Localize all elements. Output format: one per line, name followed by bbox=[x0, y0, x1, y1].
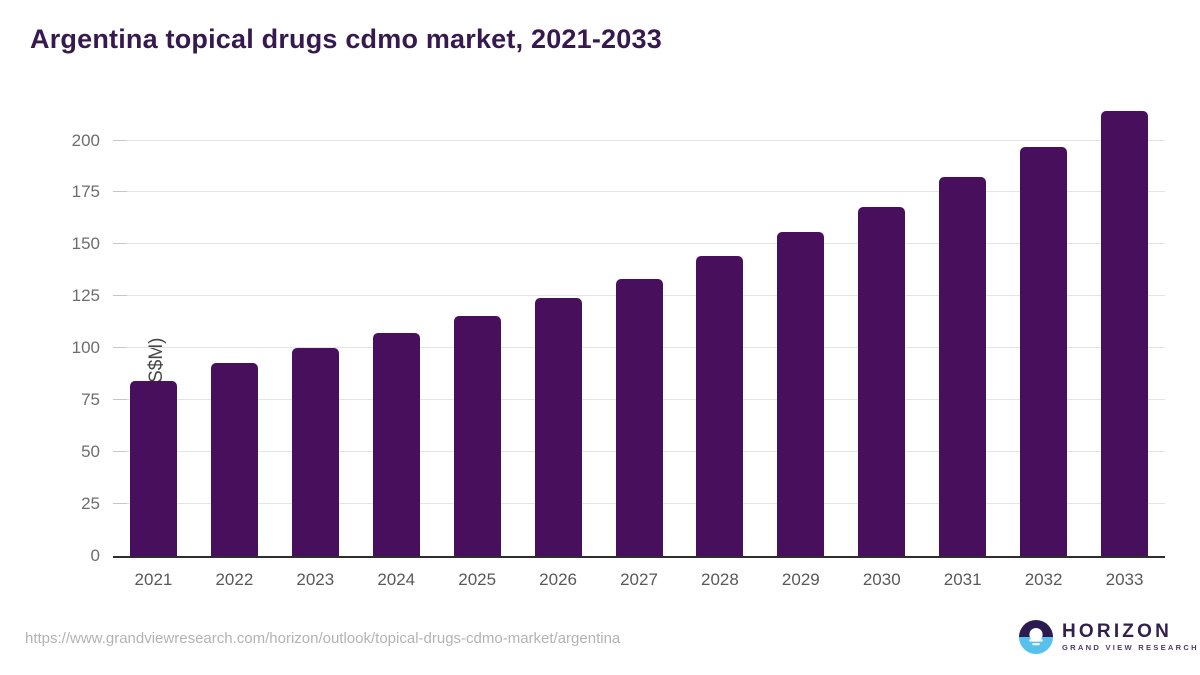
y-tick-label-0: 0 bbox=[90, 546, 100, 565]
y-tick-label-125: 125 bbox=[71, 286, 100, 306]
x-tick-label-2030: 2030 bbox=[862, 570, 901, 589]
y-tick-label-75: 75 bbox=[81, 390, 100, 410]
gridline-y-175 bbox=[113, 191, 1165, 193]
brand-name: HORIZON bbox=[1062, 621, 1173, 642]
bar-2027[interactable] bbox=[615, 278, 663, 556]
bar-2030[interactable] bbox=[858, 206, 906, 556]
logo-text-block: HORIZON GRAND VIEW RESEARCH bbox=[1062, 622, 1199, 652]
horizon-logo-icon bbox=[1019, 620, 1053, 654]
y-tickmark-200 bbox=[113, 139, 127, 141]
bar-2031[interactable] bbox=[939, 177, 987, 556]
y-tick-label-100: 100 bbox=[71, 338, 100, 358]
bar-2032[interactable] bbox=[1020, 146, 1068, 556]
y-tickmark-150 bbox=[113, 243, 127, 245]
x-tick-label-2033: 2033 bbox=[1105, 570, 1144, 589]
plot-area: Market Size (US$M) 025507510012515017520… bbox=[72, 99, 1165, 589]
horizon-logo[interactable]: HORIZON GRAND VIEW RESEARCH bbox=[1019, 620, 1199, 654]
bar-2025[interactable] bbox=[453, 315, 501, 556]
gridline-y-150 bbox=[113, 243, 1165, 245]
y-tickmark-100 bbox=[113, 347, 127, 349]
gridline-y-200 bbox=[113, 139, 1165, 141]
y-tickmark-175 bbox=[113, 191, 127, 193]
bar-2028[interactable] bbox=[696, 256, 744, 556]
y-tickmark-25 bbox=[113, 503, 127, 505]
x-tick-label-2024: 2024 bbox=[377, 570, 416, 589]
bar-2026[interactable] bbox=[534, 298, 582, 556]
y-tickmark-50 bbox=[113, 451, 127, 453]
x-tick-label-2028: 2028 bbox=[701, 570, 739, 589]
y-tick-label-175: 175 bbox=[71, 182, 100, 202]
x-tick-label-2027: 2027 bbox=[620, 570, 658, 589]
bar-2023[interactable] bbox=[291, 347, 339, 556]
y-tickmark-125 bbox=[113, 295, 127, 297]
chart-title: Argentina topical drugs cdmo market, 202… bbox=[30, 24, 662, 54]
bar-2024[interactable] bbox=[372, 332, 420, 556]
source-url: https://www.grandviewresearch.com/horizo… bbox=[25, 630, 621, 647]
bar-2033[interactable] bbox=[1101, 111, 1149, 556]
x-tick-label-2029: 2029 bbox=[781, 570, 820, 589]
y-tick-label-50: 50 bbox=[81, 442, 100, 462]
x-tick-label-2022: 2022 bbox=[215, 570, 254, 589]
x-tick-label-2031: 2031 bbox=[943, 570, 982, 589]
x-tick-label-2023: 2023 bbox=[296, 570, 335, 589]
x-tick-label-2032: 2032 bbox=[1024, 570, 1063, 589]
x-tick-label-2025: 2025 bbox=[458, 570, 497, 589]
brand-subtitle: GRAND VIEW RESEARCH bbox=[1062, 643, 1199, 652]
y-tick-label-25: 25 bbox=[81, 494, 100, 514]
y-tick-label-150: 150 bbox=[71, 234, 100, 254]
bar-2029[interactable] bbox=[777, 232, 825, 556]
y-tickmark-75 bbox=[113, 399, 127, 401]
x-tick-label-2021: 2021 bbox=[134, 570, 173, 589]
bar-2021[interactable] bbox=[129, 380, 177, 556]
bar-2022[interactable] bbox=[210, 362, 258, 556]
x-tick-label-2026: 2026 bbox=[539, 570, 577, 589]
y-tick-label-200: 200 bbox=[71, 130, 100, 150]
